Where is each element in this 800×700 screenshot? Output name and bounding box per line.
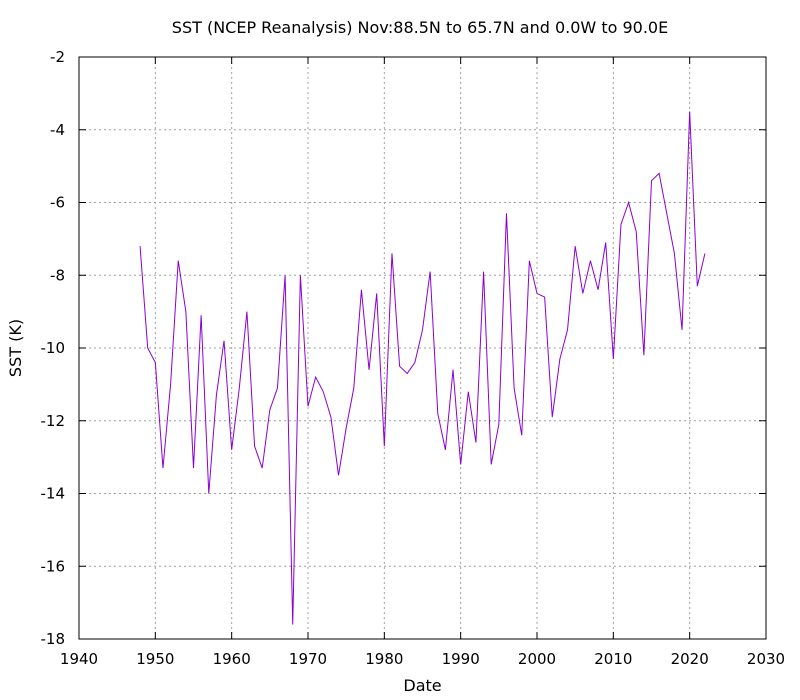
x-tick-labels: 1940 1950 1960 1970 1980 1990 2000 2010 2020 2030 <box>60 650 785 668</box>
x-tick-label: 1990 <box>442 650 480 668</box>
y-tick-label: -4 <box>50 121 65 139</box>
y-tick-label: -14 <box>41 485 66 503</box>
series-line <box>139 111 706 625</box>
plot-frame <box>78 56 767 640</box>
y-axis-label: SST (K) <box>6 319 25 377</box>
x-tick-label: 1940 <box>60 650 98 668</box>
x-axis-label: Date <box>403 676 441 695</box>
x-tick-label: 2020 <box>671 650 709 668</box>
y-tick-label: -18 <box>41 630 66 648</box>
y-tick-labels: -18 -16 -14 -12 -10 -8 -6 -4 -2 <box>41 48 66 648</box>
y-tick-label: -16 <box>41 557 66 575</box>
x-tick-label: 1960 <box>213 650 251 668</box>
y-tick-label: -12 <box>41 412 66 430</box>
series-layer <box>139 111 706 625</box>
x-tick-label: 1950 <box>136 650 174 668</box>
y-tick-label: -2 <box>50 48 65 66</box>
chart-title: SST (NCEP Reanalysis) Nov:88.5N to 65.7N… <box>172 18 668 37</box>
y-tick-label: -10 <box>41 339 66 357</box>
grid-lines <box>79 57 766 639</box>
x-tick-label: 2030 <box>747 650 785 668</box>
x-tick-label: 1970 <box>289 650 327 668</box>
y-tick-label: -6 <box>50 194 65 212</box>
x-tick-label: 1980 <box>365 650 403 668</box>
y-tick-label: -8 <box>50 266 65 284</box>
x-tick-label: 2010 <box>594 650 632 668</box>
x-tick-label: 2000 <box>518 650 556 668</box>
